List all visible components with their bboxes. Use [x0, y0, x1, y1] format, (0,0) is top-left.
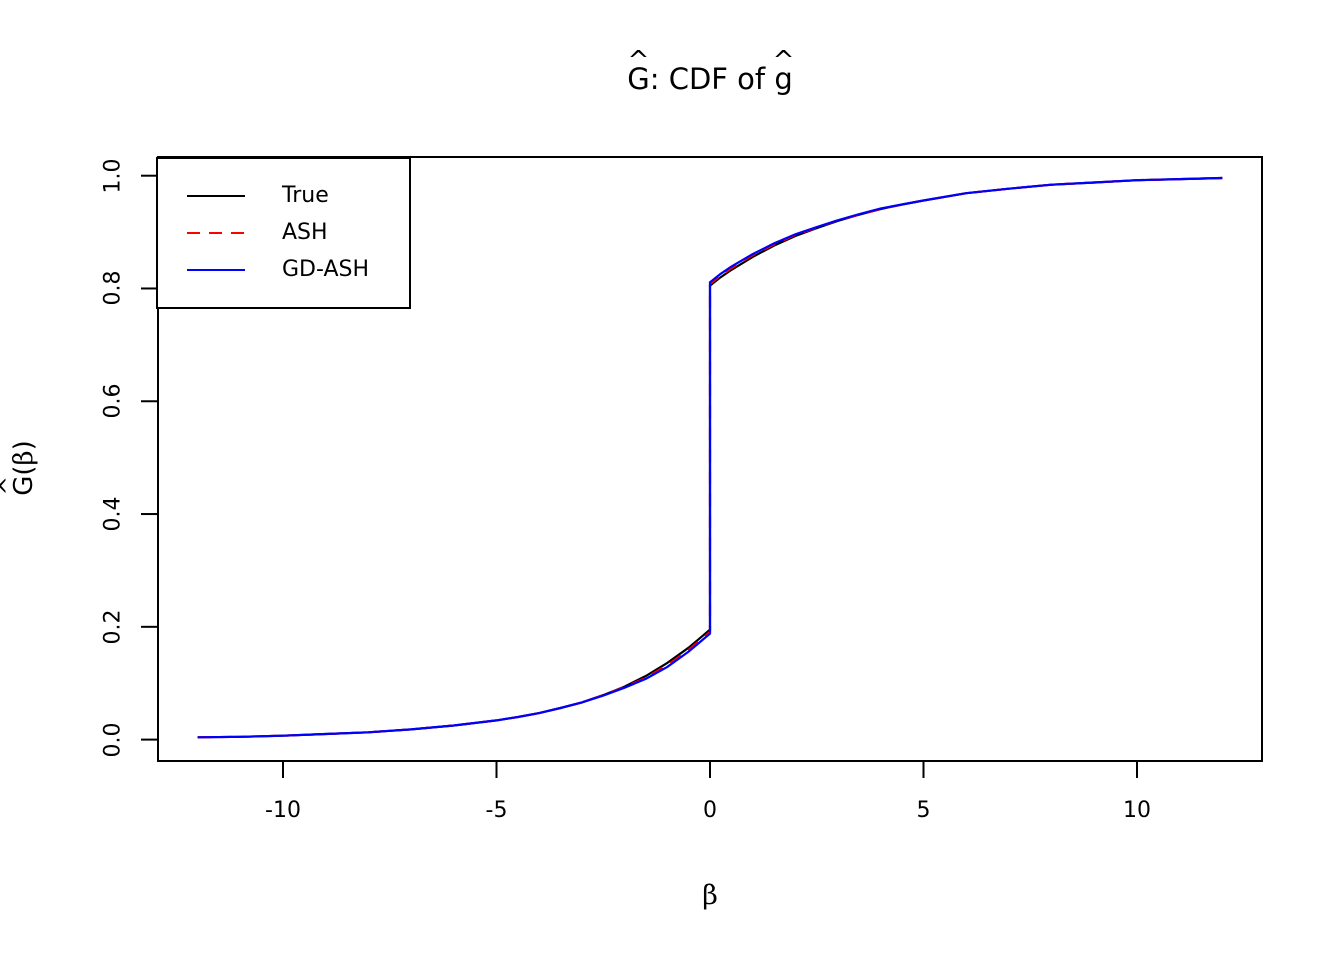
- y-tick-label: 0.6: [100, 383, 126, 419]
- y-tick-label: 0.8: [100, 270, 126, 306]
- legend-label: GD-ASH: [282, 257, 370, 282]
- plot-frame: [157, 156, 1263, 762]
- x-tick-label: 0: [703, 798, 717, 823]
- legend-row: ASH: [158, 215, 409, 252]
- legend-line-sample: [187, 195, 245, 197]
- legend: True ASH GD-ASH: [156, 157, 411, 309]
- x-tick-label: -10: [265, 798, 301, 823]
- hat-accent: ^: [0, 476, 22, 496]
- y-axis-label: ^G(β): [0, 440, 39, 496]
- y-tick-label: 0.4: [100, 496, 126, 532]
- legend-line-sample: [187, 269, 245, 271]
- y-tick-label: 0.2: [100, 609, 126, 645]
- x-tick-label: 5: [916, 798, 931, 823]
- legend-line-sample: [187, 231, 245, 235]
- label-text: ): [9, 440, 39, 451]
- x-tick-label: -5: [485, 798, 508, 823]
- curve-gd-ash: [197, 176, 1223, 739]
- x-axis-label: β: [702, 880, 718, 911]
- legend-row: True: [158, 178, 409, 215]
- hat-accent: ^: [627, 46, 650, 77]
- hat-accent: ^: [772, 46, 795, 77]
- hat-letter: ^G: [627, 46, 650, 96]
- hat-letter: ^G: [0, 476, 39, 496]
- label-text: (: [9, 465, 39, 476]
- chart-title: ^ G: CDF of ^ g: [157, 46, 1263, 97]
- y-tick-label: 0.0: [100, 722, 126, 758]
- legend-label: True: [282, 183, 329, 208]
- beta-symbol: β: [702, 880, 718, 911]
- hat-letter: ^ g: [772, 46, 795, 96]
- y-tick-label: 1.0: [100, 158, 126, 194]
- label-text: : CDF of: [649, 62, 775, 96]
- legend-label: ASH: [282, 220, 328, 245]
- legend-row: GD-ASH: [158, 252, 409, 289]
- x-tick-label: 10: [1123, 798, 1151, 823]
- beta-symbol: β: [9, 450, 39, 466]
